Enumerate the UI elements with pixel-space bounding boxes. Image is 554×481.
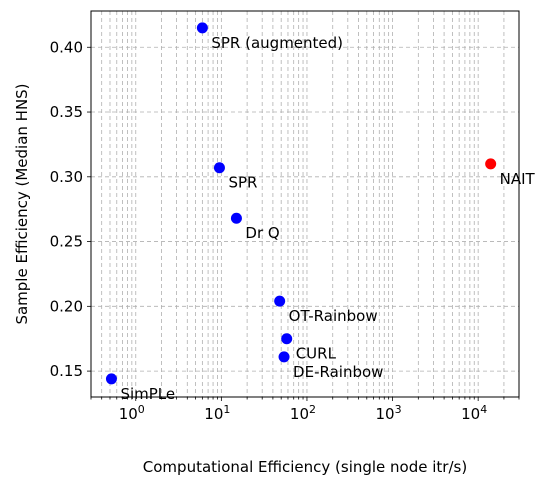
point-label: SimPLe [120,385,175,403]
x-tick-label: 102 [290,403,316,423]
data-point [485,158,497,170]
data-points: SPR (augmented) SPR Dr Q OT-Rainbow CURLDE-R… [105,22,536,403]
grid-lines [90,11,520,397]
plot-area-frame [90,10,520,398]
y-tick-label: 0.35 [50,103,83,121]
y-tick-label: 0.20 [50,297,83,315]
point-label: NAIT [500,170,536,188]
x-tick-label: 100 [119,403,145,423]
y-axis-label: Sample Efficiency (Median HNS) [13,83,31,324]
data-point [281,333,293,345]
x-tick-label: 101 [204,403,230,423]
x-axis-label: Computational Efficiency (single node it… [143,458,467,476]
data-point [230,212,242,224]
point-label: CURL [296,345,337,363]
data-point [213,162,225,174]
point-label: SPR (augmented) [211,34,343,52]
data-point [278,351,290,363]
y-tick-label: 0.30 [50,168,83,186]
data-point [274,295,286,307]
point-label: Dr Q [245,224,279,242]
point-label: SPR [228,174,257,192]
point-label: OT-Rainbow [289,307,378,325]
data-point [105,373,117,385]
y-tick-label: 0.40 [50,38,83,56]
y-tick-label: 0.25 [50,233,83,251]
x-tick-label: 103 [376,403,402,423]
y-tick-label: 0.15 [50,362,83,380]
data-point [196,22,208,34]
point-label: DE-Rainbow [293,363,383,381]
x-tick-label: 104 [461,403,487,423]
axis-ticks: 100 101 102 103 104 0.15 0.20 0.25 0.30 0.35 0.40 [50,38,520,423]
